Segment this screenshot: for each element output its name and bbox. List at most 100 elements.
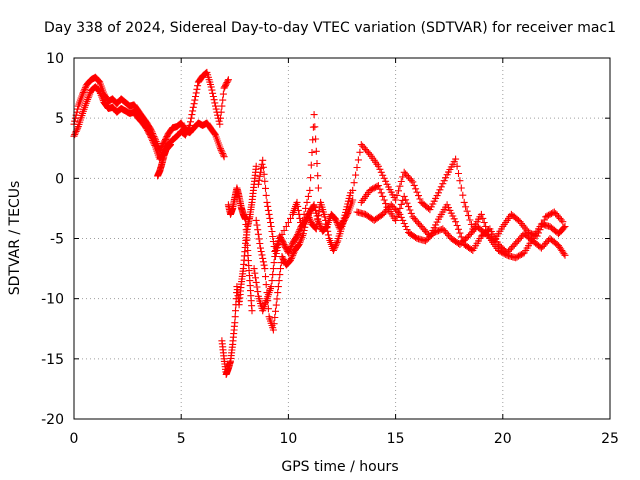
data-point [314, 216, 322, 224]
data-point [395, 208, 402, 216]
data-point [331, 243, 339, 251]
data-point [305, 214, 313, 222]
data-point [353, 164, 361, 171]
y-tick-label: 5 [55, 111, 64, 127]
data-point [515, 252, 522, 260]
data-point [272, 250, 280, 257]
data-point [436, 186, 444, 194]
data-point [309, 136, 317, 144]
data-point [209, 93, 217, 100]
data-point [270, 259, 278, 267]
data-point [307, 161, 315, 169]
data-point [304, 192, 312, 200]
data-point [460, 198, 468, 206]
data-point [363, 147, 371, 155]
data-point [535, 229, 542, 237]
data-point [264, 297, 272, 305]
data-point [537, 223, 545, 230]
data-point [276, 271, 284, 279]
data-point [396, 204, 404, 212]
data-point [260, 261, 268, 269]
data-point [81, 85, 89, 93]
data-point [260, 170, 268, 178]
data-point [147, 133, 155, 141]
data-point [537, 244, 545, 252]
data-point [561, 223, 569, 230]
data-point [530, 231, 538, 239]
data-point [167, 141, 174, 149]
data-point [310, 111, 318, 119]
data-point [374, 182, 382, 190]
data-point [188, 111, 196, 119]
x-tick-label: 0 [70, 431, 79, 447]
data-point [285, 247, 293, 255]
data-point [553, 211, 561, 219]
data-point [399, 216, 407, 224]
data-point [459, 237, 467, 245]
data-point [513, 253, 521, 261]
data-point [219, 150, 227, 157]
data-point [192, 93, 199, 100]
data-point [71, 131, 79, 139]
data-point [321, 213, 329, 221]
data-point [356, 148, 364, 156]
data-point [151, 141, 159, 149]
data-point [312, 147, 320, 155]
data-point [561, 251, 569, 259]
data-point [262, 273, 269, 281]
data-point [255, 235, 263, 243]
data-point [364, 149, 372, 157]
data-point [329, 247, 337, 254]
y-axis-label: SDTVAR / TECUs [7, 181, 23, 296]
data-point [296, 226, 304, 234]
data-point [267, 219, 274, 226]
series-6 [252, 189, 355, 334]
data-point [380, 196, 388, 204]
data-point [193, 85, 201, 93]
data-point [395, 187, 402, 195]
data-point [150, 140, 158, 148]
series-4 [224, 184, 256, 315]
data-point [254, 180, 262, 188]
data-point [312, 224, 320, 232]
data-point [314, 184, 322, 192]
plot-frame [73, 57, 611, 420]
data-point [275, 238, 283, 245]
data-point [357, 141, 365, 149]
data-point [80, 87, 88, 95]
data-point [389, 202, 397, 210]
data-point [402, 196, 410, 204]
data-point [216, 120, 224, 128]
data-point [376, 165, 384, 173]
data-point [393, 212, 401, 220]
x-tick-label: 5 [177, 431, 186, 447]
data-point [73, 108, 81, 116]
data-point [312, 225, 320, 233]
data-point [377, 168, 385, 176]
data-point [265, 210, 273, 218]
data-point [272, 301, 280, 309]
data-point [392, 196, 400, 204]
data-point [287, 243, 295, 250]
data-point [71, 117, 79, 125]
data-point [333, 239, 341, 246]
data-point [278, 231, 286, 238]
data-point [513, 238, 521, 246]
data-point [359, 142, 367, 150]
data-point [268, 228, 276, 235]
data-point [218, 148, 226, 156]
data-point [387, 201, 395, 209]
data-point [287, 255, 295, 263]
data-point [456, 177, 464, 185]
data-point [406, 206, 414, 214]
data-point [275, 277, 283, 285]
data-point [217, 146, 225, 154]
series-7 [254, 111, 322, 260]
data-point [314, 212, 322, 220]
data-point [539, 243, 547, 250]
data-point [440, 227, 448, 234]
data-point [252, 274, 259, 282]
data-point [184, 126, 192, 134]
data-point [482, 223, 490, 230]
data-point [269, 233, 277, 240]
